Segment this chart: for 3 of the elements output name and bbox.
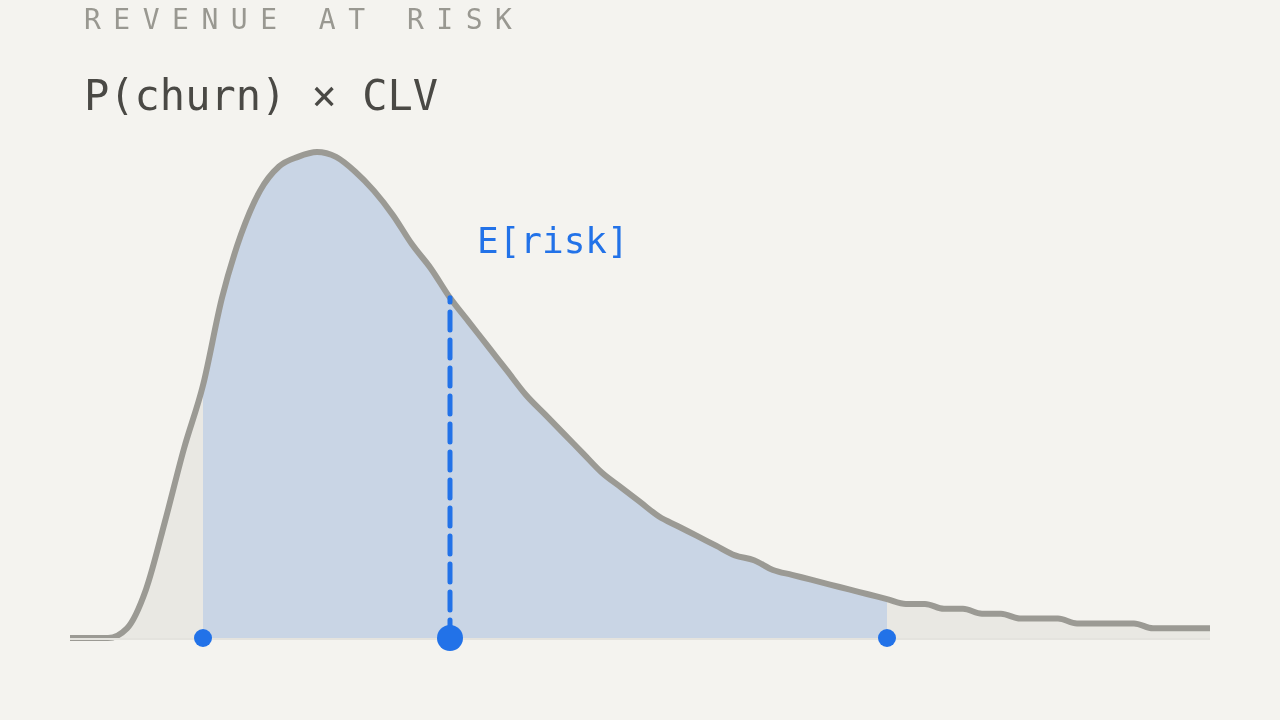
chart-subtitle: P(churn) × CLV: [84, 71, 439, 120]
chart-title: REVENUE AT RISK: [84, 3, 525, 36]
annotation: E[risk]: [477, 219, 629, 261]
